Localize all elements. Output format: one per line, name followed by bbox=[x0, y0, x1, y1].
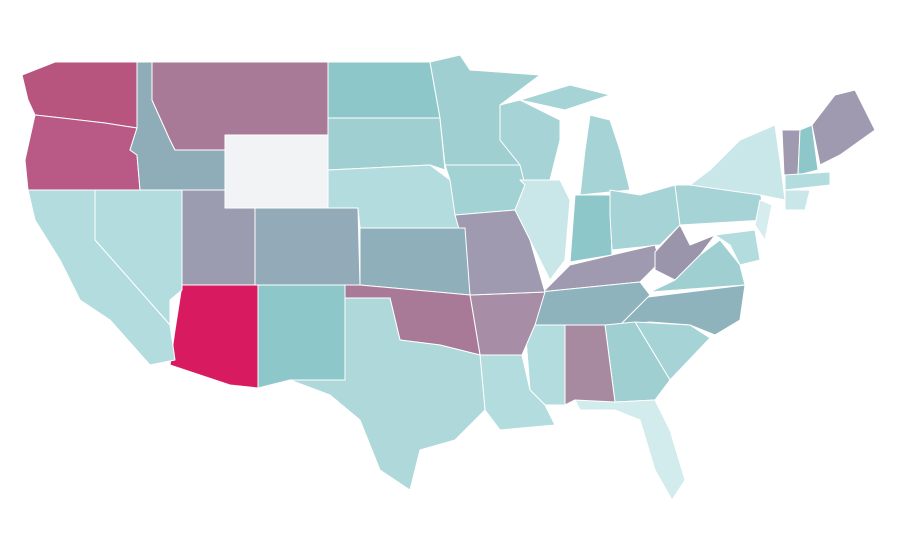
state bbox=[579, 114, 631, 196]
state bbox=[524, 324, 566, 406]
state bbox=[514, 179, 571, 281]
state bbox=[784, 189, 811, 211]
state bbox=[24, 114, 141, 191]
state bbox=[27, 189, 176, 366]
state bbox=[689, 124, 786, 201]
state bbox=[224, 134, 329, 209]
state bbox=[254, 207, 361, 286]
state bbox=[257, 284, 346, 389]
state bbox=[609, 184, 681, 251]
state bbox=[479, 354, 556, 431]
state bbox=[649, 239, 746, 293]
state bbox=[327, 117, 446, 171]
state bbox=[797, 124, 819, 176]
state bbox=[784, 171, 831, 191]
state bbox=[359, 227, 471, 296]
state bbox=[519, 84, 611, 111]
state bbox=[444, 164, 526, 216]
state bbox=[289, 297, 486, 491]
state bbox=[327, 61, 441, 119]
state bbox=[574, 399, 686, 501]
state bbox=[714, 229, 761, 266]
state bbox=[169, 284, 259, 389]
state bbox=[754, 199, 773, 241]
state bbox=[811, 89, 876, 166]
state bbox=[569, 194, 613, 263]
state bbox=[781, 129, 801, 176]
